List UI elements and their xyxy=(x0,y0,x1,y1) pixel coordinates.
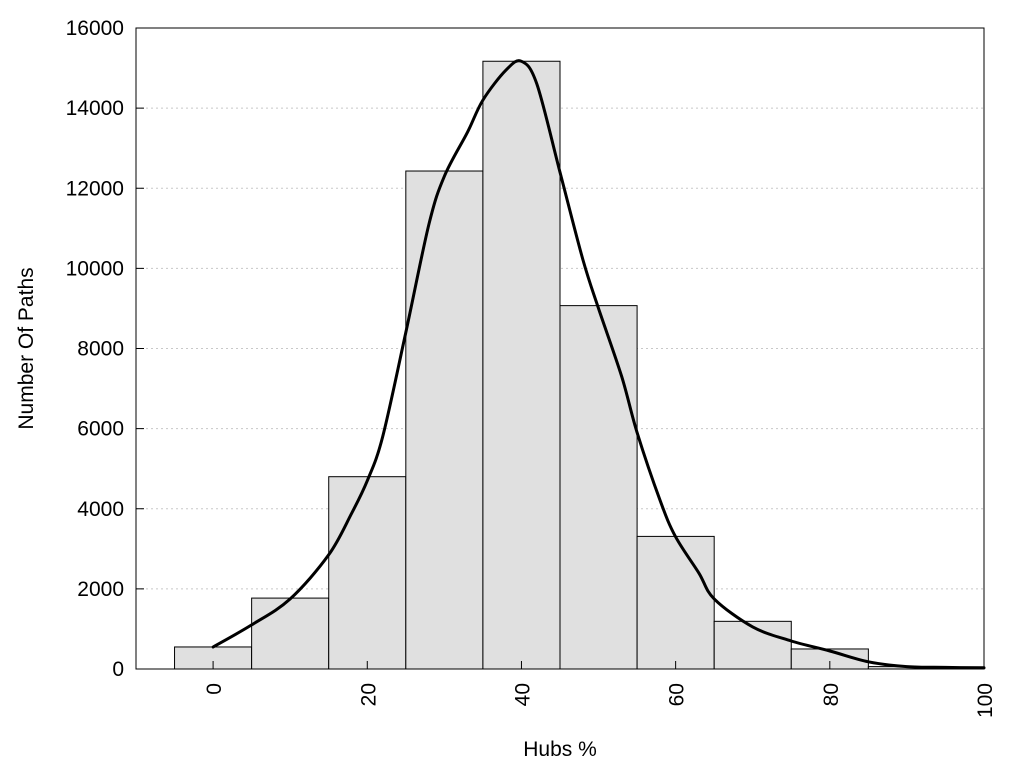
y-tick-label: 0 xyxy=(112,658,124,681)
y-axis-ticks: 0 2000 4000 6000 8000 10000 12000 14000 16000 xyxy=(66,17,144,681)
grid-lines xyxy=(136,107,984,590)
y-tick-label: 4000 xyxy=(77,498,124,521)
x-tick-label: 80 xyxy=(820,683,843,706)
histogram-bar xyxy=(713,620,792,670)
histogram-bar xyxy=(251,597,330,670)
histogram-bar xyxy=(559,305,638,670)
histogram-bars xyxy=(174,60,946,670)
histogram-bar xyxy=(405,170,484,670)
y-tick-label: 16000 xyxy=(66,17,124,40)
x-tick-label: 0 xyxy=(203,683,226,695)
x-tick-label: 100 xyxy=(974,683,997,718)
y-tick-label: 2000 xyxy=(77,578,124,601)
x-tick-label: 60 xyxy=(666,683,689,706)
y-tick-label: 10000 xyxy=(66,257,124,280)
histogram-bar xyxy=(328,476,407,670)
density-curve xyxy=(211,59,986,670)
x-tick-label: 20 xyxy=(357,683,380,706)
y-tick-label: 8000 xyxy=(77,338,124,361)
x-axis-ticks: 0 20 40 60 80 100 xyxy=(203,661,997,718)
x-tick-label: 40 xyxy=(511,683,534,706)
histogram-bar xyxy=(482,60,561,670)
y-tick-label: 12000 xyxy=(66,177,124,200)
histogram-bar xyxy=(636,535,715,670)
x-axis-title: Hubs % xyxy=(523,738,597,761)
y-axis-title: Number Of Paths xyxy=(15,267,38,429)
y-tick-label: 6000 xyxy=(77,418,124,441)
y-tick-label: 14000 xyxy=(66,97,124,120)
